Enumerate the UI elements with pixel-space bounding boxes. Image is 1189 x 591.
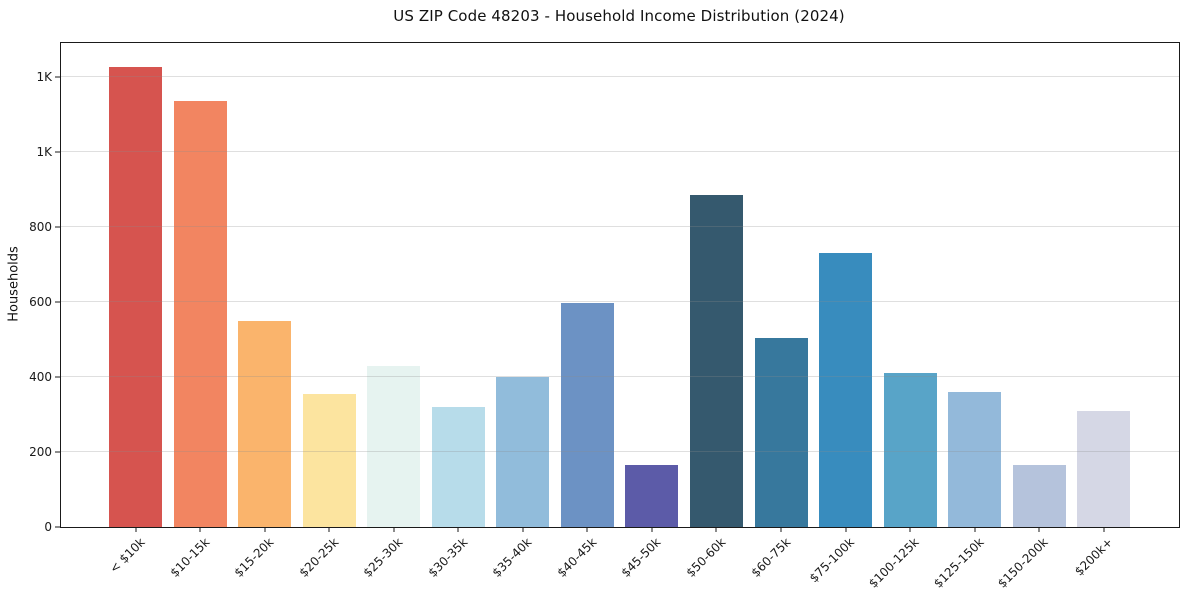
x-tick-mark	[909, 528, 911, 532]
bar	[689, 194, 743, 527]
y-tick-mark	[55, 376, 60, 378]
bar	[496, 376, 550, 527]
bar	[1012, 465, 1066, 527]
x-tick-label: $35-40k	[489, 535, 535, 580]
y-tick-label: 400	[29, 369, 52, 384]
x-tick-mark	[522, 528, 524, 532]
bar	[883, 373, 937, 527]
y-tick-label: 0	[44, 520, 52, 534]
x-tick-mark	[135, 528, 137, 532]
y-tick-label: 800	[29, 219, 52, 234]
x-tick-mark	[780, 528, 782, 532]
x-tick-mark	[1038, 528, 1040, 532]
x-tick-label: $125-150k	[930, 535, 987, 591]
x-tick-mark	[457, 528, 459, 532]
x-tick-label: $75-100k	[807, 535, 858, 586]
y-tick-label: 1K	[36, 144, 52, 159]
x-tick-mark	[715, 528, 717, 532]
x-tick-label: $150-200k	[995, 535, 1052, 591]
bar	[173, 101, 227, 527]
y-tick-label: 1K	[36, 69, 52, 84]
bar	[302, 393, 356, 527]
x-tick-label: $40-45k	[554, 535, 600, 580]
x-tick-mark	[199, 528, 201, 532]
bar	[1077, 410, 1131, 527]
bar	[560, 303, 614, 527]
y-tick-mark	[55, 226, 60, 228]
x-tick-mark	[393, 528, 395, 532]
x-tick-label: < $10k	[106, 535, 148, 576]
y-tick-label: 600	[29, 294, 52, 309]
y-tick-mark	[55, 451, 60, 453]
y-axis-label: Households	[6, 246, 22, 322]
bar	[948, 391, 1002, 527]
gridline	[61, 376, 1179, 378]
x-tick-mark	[328, 528, 330, 532]
gridline	[61, 226, 1179, 228]
x-tick-label: $30-35k	[425, 535, 471, 580]
x-tick-mark	[651, 528, 653, 532]
gridline	[61, 76, 1179, 78]
bar	[625, 465, 679, 527]
bar	[367, 365, 421, 527]
bar	[819, 253, 873, 527]
gridline	[61, 451, 1179, 453]
x-tick-mark	[974, 528, 976, 532]
x-tick-label: $100-125k	[866, 535, 922, 591]
x-tick-label: $25-30k	[360, 535, 406, 580]
gridline	[61, 151, 1179, 153]
y-tick-label: 200	[29, 444, 52, 459]
bar	[238, 320, 292, 527]
x-tick-mark	[845, 528, 847, 532]
chart-title: US ZIP Code 48203 - Household Income Dis…	[393, 7, 845, 25]
gridline	[61, 301, 1179, 303]
x-tick-label: $15-20k	[231, 535, 277, 580]
x-tick-mark	[586, 528, 588, 532]
plot-area: 0 200 400 600 800 1K 1K < $10k $10-15k $15-20k $20…	[29, 42, 1180, 591]
y-tick-mark	[55, 151, 60, 153]
x-tick-label: $200k+	[1072, 535, 1116, 579]
x-tick-label: $60-75k	[748, 535, 793, 580]
x-tick-label: $10-15k	[167, 535, 213, 580]
x-tick-label: $45-50k	[618, 535, 664, 580]
y-tick-mark	[55, 526, 60, 528]
x-tick-mark	[1103, 528, 1105, 532]
bar	[431, 406, 485, 527]
bar	[754, 337, 808, 527]
x-tick-label: $20-25k	[296, 535, 342, 580]
x-tick-label: $50-60k	[683, 535, 729, 580]
y-tick-mark	[55, 301, 60, 303]
bar	[109, 67, 163, 527]
x-tick-mark	[264, 528, 266, 532]
y-tick-mark	[55, 76, 60, 78]
